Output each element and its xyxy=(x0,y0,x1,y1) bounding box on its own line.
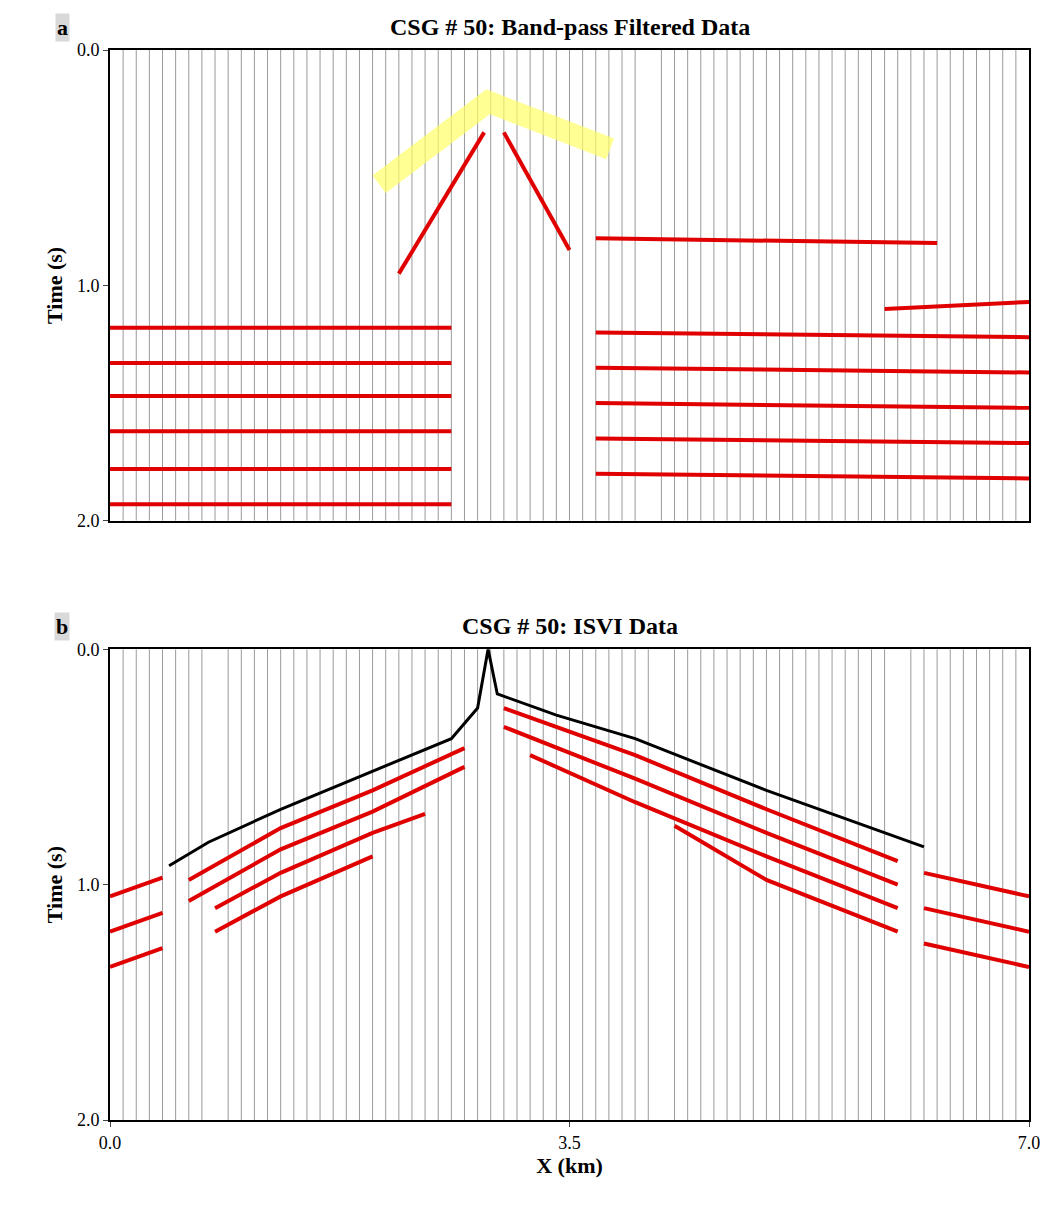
svg-text:Time (s): Time (s) xyxy=(42,846,67,923)
svg-text:1.0: 1.0 xyxy=(77,875,100,895)
svg-text:0.0: 0.0 xyxy=(99,1133,122,1153)
svg-text:Time (s): Time (s) xyxy=(42,247,67,324)
svg-text:1.0: 1.0 xyxy=(77,276,100,296)
svg-text:CSG # 50: Band-pass Filtered D: CSG # 50: Band-pass Filtered Data xyxy=(390,14,750,40)
svg-text:X (km): X (km) xyxy=(536,1153,603,1178)
svg-text:CSG # 50: ISVI Data: CSG # 50: ISVI Data xyxy=(462,613,678,639)
svg-text:2.0: 2.0 xyxy=(77,1110,100,1130)
svg-text:0.0: 0.0 xyxy=(77,640,100,660)
svg-text:2.0: 2.0 xyxy=(77,511,100,531)
svg-text:b: b xyxy=(56,614,68,639)
svg-text:a: a xyxy=(57,15,68,40)
svg-text:0.0: 0.0 xyxy=(77,40,100,60)
svg-text:3.5: 3.5 xyxy=(558,1133,581,1153)
svg-text:7.0: 7.0 xyxy=(1018,1133,1041,1153)
